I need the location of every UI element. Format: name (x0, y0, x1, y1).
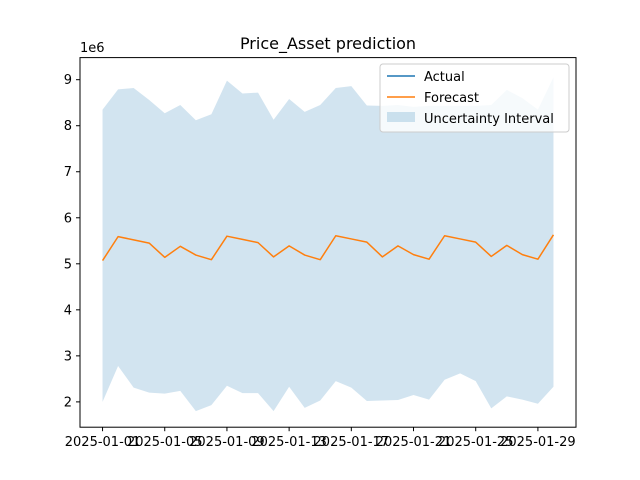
y-tick-label: 4 (64, 303, 72, 318)
x-tick-label: 2025-01-05 (127, 435, 203, 450)
y-offset-label: 1e6 (80, 41, 105, 56)
axes-frame (79, 57, 577, 428)
y-tick-label: 5 (64, 257, 72, 272)
y-tick-label: 6 (64, 211, 72, 226)
legend-label-uncertainty: Uncertainty Interval (424, 112, 554, 127)
y-tick-label: 2 (64, 395, 72, 410)
chart-title: Price_Asset prediction (240, 34, 416, 54)
uncertainty-interval-band (102, 77, 554, 412)
legend-swatch-uncertainty (387, 112, 415, 122)
x-tick-label: 2025-01-01 (65, 435, 141, 450)
x-tick-label: 2025-01-21 (376, 435, 452, 450)
x-tick-label: 2025-01-17 (314, 435, 390, 450)
legend: Actual Forecast Uncertainty Interval (379, 63, 570, 133)
y-axis: 2 3 4 5 6 7 8 9 (64, 73, 80, 410)
legend-label-actual: Actual (424, 70, 465, 85)
series-line-forecast (101, 234, 555, 261)
y-tick-label: 9 (64, 73, 72, 88)
legend-label-forecast: Forecast (424, 91, 479, 106)
x-tick-label: 2025-01-13 (251, 435, 327, 450)
legend-box (379, 63, 570, 133)
x-tick-label: 2025-01-29 (500, 435, 576, 450)
plot-area (101, 77, 555, 412)
x-tick-label: 2025-01-25 (438, 435, 514, 450)
y-tick-label: 7 (64, 165, 72, 180)
x-axis: 2025-01-012025-01-052025-01-092025-01-13… (65, 427, 576, 450)
y-tick-label: 8 (64, 119, 72, 134)
x-tick-label: 2025-01-09 (189, 435, 265, 450)
y-tick-label: 3 (64, 349, 72, 364)
